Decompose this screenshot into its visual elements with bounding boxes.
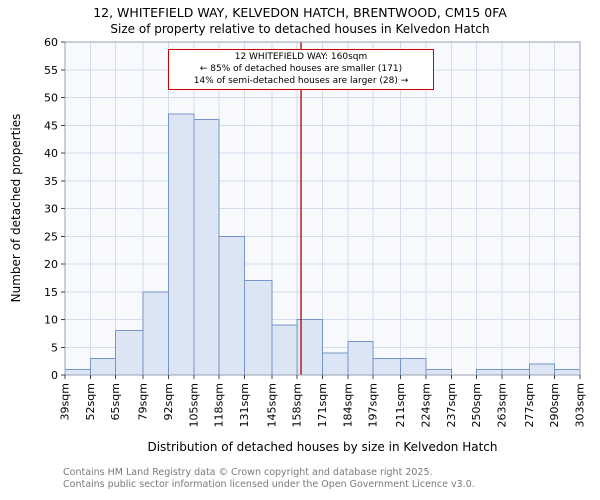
x-tick-label: 303sqm bbox=[574, 383, 587, 427]
x-tick-label: 277sqm bbox=[523, 383, 536, 427]
x-tick-label: 52sqm bbox=[84, 383, 97, 420]
histogram-bar bbox=[243, 280, 273, 376]
y-tick-label: 0 bbox=[51, 369, 58, 382]
y-tick-label: 15 bbox=[44, 286, 58, 299]
x-tick-label: 92sqm bbox=[162, 383, 175, 420]
x-tick-label: 39sqm bbox=[59, 383, 72, 420]
x-tick-label: 211sqm bbox=[394, 383, 407, 427]
y-tick-label: 55 bbox=[44, 64, 58, 77]
y-tick-label: 5 bbox=[51, 341, 58, 354]
footer-copyright-line: Contains HM Land Registry data © Crown c… bbox=[63, 467, 433, 478]
x-tick-label: 184sqm bbox=[341, 383, 354, 427]
y-axis-label: Number of detached properties bbox=[9, 113, 23, 303]
x-tick-label: 65sqm bbox=[109, 383, 122, 420]
x-tick-label: 145sqm bbox=[265, 383, 278, 427]
x-tick-label: 79sqm bbox=[137, 383, 150, 420]
annotation-property-size: 12 WHITEFIELD WAY: 160sqm bbox=[234, 52, 368, 62]
x-tick-label: 118sqm bbox=[213, 383, 226, 427]
y-tick-label: 45 bbox=[44, 119, 58, 132]
histogram-bar bbox=[167, 113, 195, 376]
footer-licence-line: Contains public sector information licen… bbox=[63, 478, 475, 490]
y-tick-label: 40 bbox=[44, 147, 58, 160]
histogram-bar bbox=[218, 235, 245, 376]
x-tick-label: 237sqm bbox=[445, 383, 458, 427]
histogram-bar bbox=[501, 368, 530, 376]
histogram-bar bbox=[193, 119, 220, 376]
histogram-bar bbox=[347, 341, 374, 376]
y-tick-label: 50 bbox=[44, 92, 58, 105]
x-tick-label: 197sqm bbox=[367, 383, 380, 427]
histogram-bar bbox=[64, 368, 91, 376]
y-tick-label: 10 bbox=[44, 314, 58, 327]
x-tick-label: 171sqm bbox=[316, 383, 329, 427]
x-tick-label: 263sqm bbox=[495, 383, 508, 427]
x-tick-label: 250sqm bbox=[470, 383, 483, 427]
y-tick-label: 30 bbox=[44, 203, 58, 216]
y-tick-label: 25 bbox=[44, 230, 58, 243]
annotation-larger-stat: 14% of semi-detached houses are larger (… bbox=[193, 76, 409, 86]
footer: Contains HM Land Registry data © Crown c… bbox=[63, 467, 475, 490]
histogram-bar bbox=[372, 357, 402, 376]
x-axis-label: Distribution of detached houses by size … bbox=[147, 440, 498, 454]
x-tick-label: 224sqm bbox=[419, 383, 432, 427]
histogram-bar bbox=[271, 324, 298, 376]
histogram-bar bbox=[400, 357, 427, 376]
x-tick-label: 131sqm bbox=[238, 383, 251, 427]
histogram-bar bbox=[142, 291, 169, 376]
y-tick-label: 35 bbox=[44, 175, 58, 188]
x-tick-label: 105sqm bbox=[187, 383, 200, 427]
y-tick-label: 20 bbox=[44, 258, 58, 271]
annotation-box: 12 WHITEFIELD WAY: 160sqm ← 85% of detac… bbox=[168, 49, 434, 90]
histogram-bar bbox=[115, 330, 144, 376]
annotation-smaller-stat: ← 85% of detached houses are smaller (17… bbox=[199, 64, 403, 74]
histogram-bar bbox=[476, 368, 503, 376]
x-tick-label: 290sqm bbox=[548, 383, 561, 427]
y-tick-label: 60 bbox=[44, 36, 58, 49]
chart-title: 12, WHITEFIELD WAY, KELVEDON HATCH, BREN… bbox=[93, 5, 507, 20]
histogram-bar bbox=[554, 368, 581, 376]
x-tick-label: 158sqm bbox=[291, 383, 304, 427]
chart-subtitle: Size of property relative to detached ho… bbox=[110, 22, 490, 36]
histogram-bar bbox=[322, 352, 349, 376]
histogram-bar bbox=[89, 357, 117, 376]
histogram-bar bbox=[528, 363, 556, 376]
histogram-bar bbox=[425, 368, 452, 376]
